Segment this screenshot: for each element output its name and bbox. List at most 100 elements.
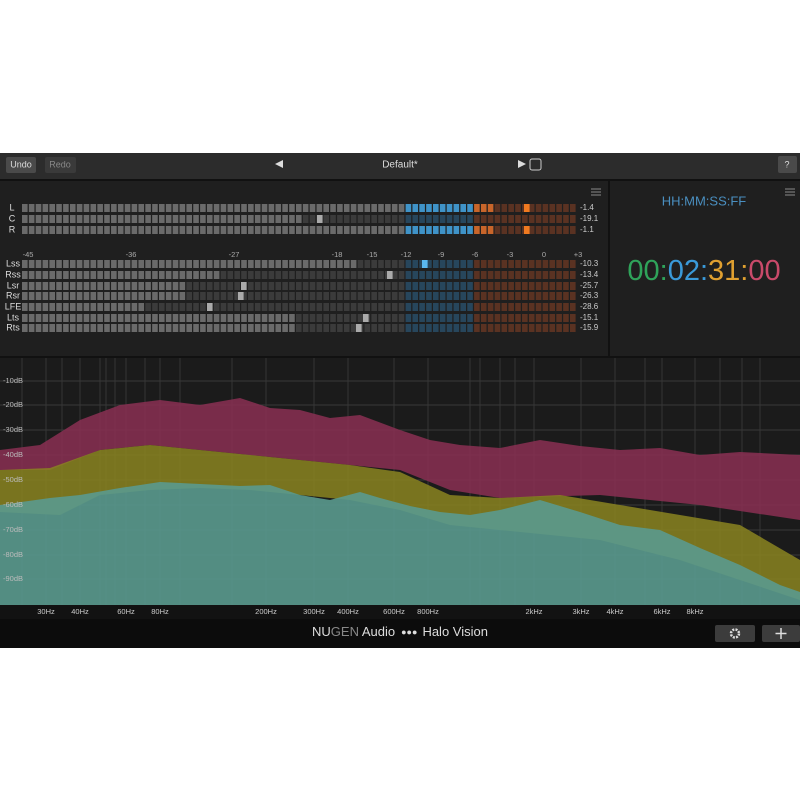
meter-segment bbox=[131, 324, 138, 332]
meter-segment bbox=[522, 271, 528, 279]
meter-segment bbox=[439, 324, 446, 332]
meter-segment bbox=[76, 303, 83, 311]
meter-segment bbox=[563, 282, 569, 290]
meter-segment bbox=[549, 215, 556, 223]
meter-segment bbox=[35, 292, 42, 300]
meter-segment bbox=[453, 292, 460, 300]
settings-button[interactable] bbox=[715, 625, 755, 642]
prev-preset[interactable] bbox=[275, 160, 283, 168]
meter-segment bbox=[200, 303, 206, 311]
meter-segment bbox=[542, 226, 549, 234]
db-label: -90dB bbox=[3, 574, 23, 583]
meter-segment bbox=[419, 314, 425, 322]
meter-segment bbox=[289, 314, 295, 322]
meter-segment bbox=[152, 271, 158, 279]
meter-segment bbox=[433, 303, 439, 311]
gear-icon[interactable] bbox=[729, 628, 741, 639]
meter-segment bbox=[254, 314, 261, 322]
meter-segment bbox=[467, 324, 473, 332]
undo-button[interactable] bbox=[6, 157, 36, 173]
meter-segment bbox=[316, 282, 323, 290]
meter-segment bbox=[248, 292, 254, 300]
meter-segment bbox=[480, 260, 487, 268]
preset-name[interactable]: Default* bbox=[382, 160, 418, 171]
meter-segment bbox=[289, 303, 295, 311]
meter-segment bbox=[556, 271, 562, 279]
meter-segment bbox=[522, 282, 528, 290]
meter-segment bbox=[508, 282, 514, 290]
meter-segment bbox=[487, 204, 494, 212]
meter-segment bbox=[405, 303, 412, 311]
meter-segment bbox=[439, 271, 446, 279]
meter-segment bbox=[549, 260, 556, 268]
meter-segment bbox=[357, 271, 364, 279]
meter-segment bbox=[494, 226, 501, 234]
meter-segment bbox=[439, 282, 446, 290]
meter-segment bbox=[172, 314, 179, 322]
meter-segment bbox=[343, 271, 350, 279]
next-preset[interactable] bbox=[518, 160, 526, 168]
meter-segment bbox=[200, 292, 206, 300]
meter-segment bbox=[145, 314, 151, 322]
channel-label: Rss bbox=[5, 269, 21, 279]
divider bbox=[0, 179, 800, 181]
meter-segment bbox=[391, 292, 398, 300]
meter-segment bbox=[398, 215, 405, 223]
meter-segment bbox=[254, 303, 261, 311]
meter-segment bbox=[323, 204, 329, 212]
meter-segment bbox=[487, 292, 494, 300]
channel-label: LFE bbox=[5, 301, 22, 311]
meter-segment bbox=[487, 226, 494, 234]
help-button[interactable] bbox=[778, 156, 797, 173]
meter-segment bbox=[535, 271, 542, 279]
meter-segment bbox=[117, 314, 124, 322]
meter-segment bbox=[268, 226, 275, 234]
meter-segment bbox=[364, 292, 371, 300]
meter-segment bbox=[35, 215, 42, 223]
meter-segment bbox=[69, 303, 76, 311]
meter-segment bbox=[508, 271, 514, 279]
preset-menu[interactable] bbox=[529, 158, 542, 171]
meter-segment bbox=[152, 303, 158, 311]
meter-segment bbox=[542, 324, 549, 332]
meter-segment bbox=[200, 215, 206, 223]
meter-segment bbox=[104, 314, 110, 322]
meter-segment bbox=[165, 282, 172, 290]
meter-segment bbox=[419, 324, 425, 332]
meter-segment bbox=[296, 260, 302, 268]
freq-label: 6kHz bbox=[653, 607, 670, 616]
meter-segment bbox=[213, 226, 220, 234]
meter-segment bbox=[111, 282, 117, 290]
meter-segment bbox=[63, 271, 69, 279]
meter-segment bbox=[480, 314, 487, 322]
meter-segment bbox=[124, 282, 131, 290]
meter-segment bbox=[419, 204, 425, 212]
meter-segment bbox=[371, 292, 377, 300]
meter-segment bbox=[528, 260, 535, 268]
meter-segment bbox=[309, 260, 316, 268]
help-label[interactable]: ? bbox=[784, 159, 789, 169]
meter-segment bbox=[234, 215, 240, 223]
meter-segment bbox=[343, 215, 350, 223]
meter-segment bbox=[316, 226, 323, 234]
scale-label: 0 bbox=[542, 250, 546, 259]
peak-hold bbox=[387, 271, 393, 279]
meter-segment bbox=[412, 215, 419, 223]
redo-label[interactable]: Redo bbox=[49, 159, 71, 169]
meter-segment bbox=[282, 260, 288, 268]
meter-segment bbox=[460, 324, 466, 332]
meter-segment bbox=[275, 292, 282, 300]
meter-segment bbox=[76, 271, 83, 279]
meter-segment bbox=[69, 215, 76, 223]
plus-icon[interactable] bbox=[775, 628, 787, 639]
meter-segment bbox=[28, 226, 35, 234]
meter-segment bbox=[337, 260, 343, 268]
redo-button[interactable] bbox=[45, 157, 76, 173]
meter-segment bbox=[515, 215, 521, 223]
db-label: -30dB bbox=[3, 425, 23, 434]
undo-label[interactable]: Undo bbox=[10, 159, 32, 169]
meter-segment bbox=[159, 260, 165, 268]
meter-segment bbox=[426, 271, 432, 279]
meter-segment bbox=[104, 282, 110, 290]
meter-segment bbox=[433, 324, 439, 332]
